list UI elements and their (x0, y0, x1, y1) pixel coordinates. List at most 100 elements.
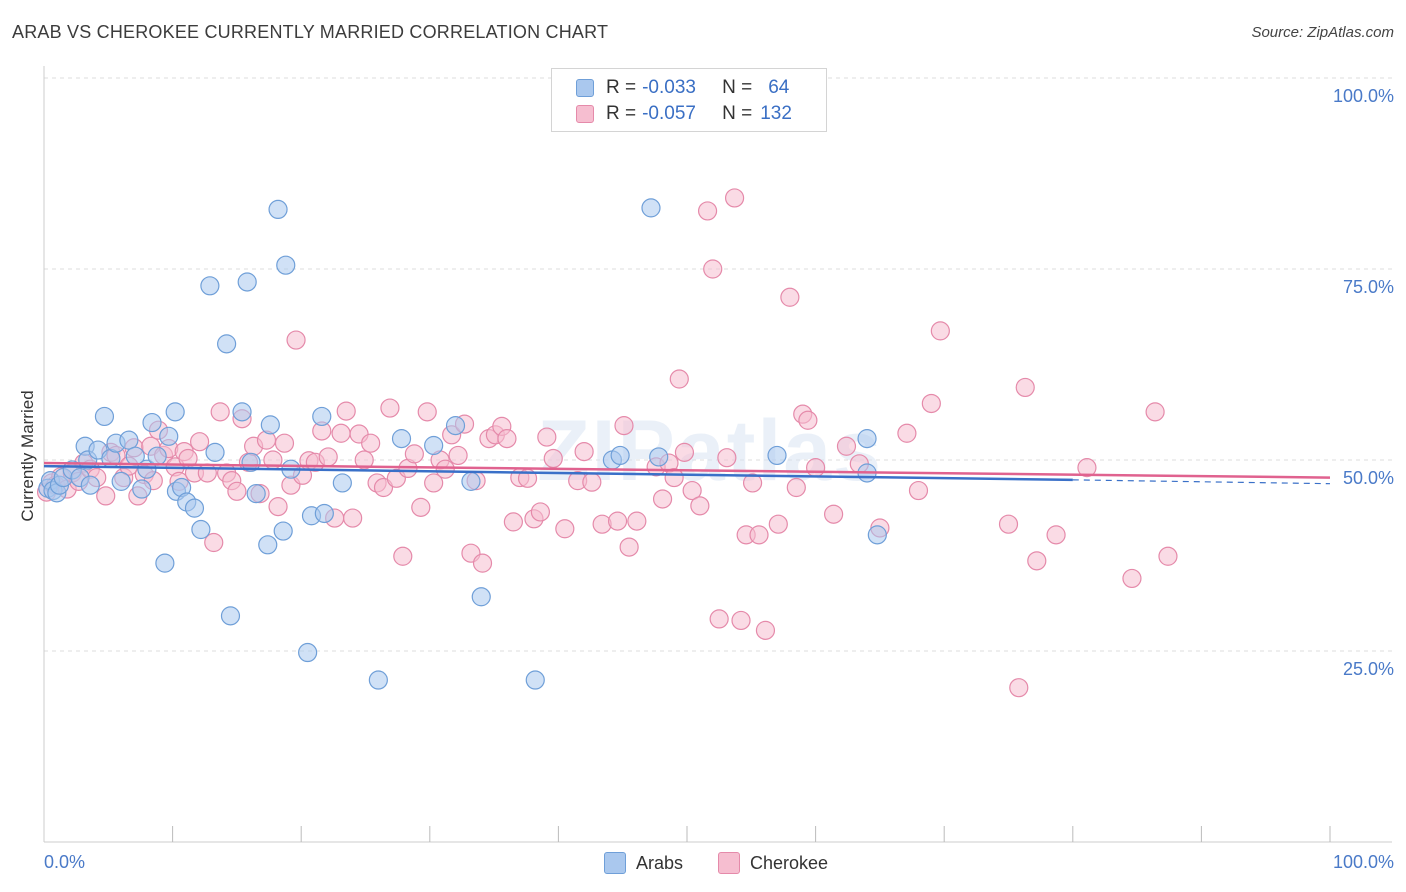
cherokee-point (724, 188, 745, 208)
arabs-point (260, 415, 280, 435)
arabs-point (258, 535, 278, 555)
cherokee-point (669, 369, 689, 389)
cherokee-point (472, 553, 493, 573)
cherokee-point (331, 423, 351, 443)
axes (43, 66, 1392, 843)
arabs-point (471, 587, 491, 607)
arabs-point (237, 272, 257, 292)
chart-title: ARAB VS CHEROKEE CURRENTLY MARRIED CORRE… (12, 22, 609, 42)
cherokee-point (197, 463, 217, 483)
arabs-point (80, 475, 100, 495)
arabs-legend-label: Arabs (636, 852, 684, 873)
cherokee-point (286, 330, 306, 350)
arabs-point (205, 442, 225, 462)
y-tick-75: 75.0% (1342, 277, 1394, 297)
arabs-point (246, 484, 266, 504)
cherokee-point (697, 201, 718, 221)
cherokee-point (411, 497, 431, 517)
cherokee-point (780, 287, 800, 307)
bottom-legend-cherokee[interactable]: Cherokee (718, 852, 828, 874)
cherokee-point (393, 546, 413, 566)
arabs-point (142, 412, 162, 433)
cherokee-point (755, 620, 776, 640)
cherokee-point (1046, 525, 1066, 545)
cherokee-point (627, 511, 647, 531)
arabs-point (332, 473, 352, 493)
cherokee-point (1009, 678, 1029, 698)
arabs-point (610, 445, 630, 466)
cherokee-point (448, 445, 468, 466)
cherokee-point (731, 610, 751, 631)
source-credit: Source: ZipAtlas.com (1251, 24, 1394, 41)
arabs-point (191, 519, 211, 540)
stats-legend: R = -0.033 N = 64 R = -0.057 N = 132 (551, 68, 827, 132)
cherokee-trend-line (43, 461, 1331, 479)
cherokee-point (674, 442, 695, 462)
cherokee-point (497, 429, 517, 449)
arabs-point (312, 406, 332, 427)
arabs-point (767, 445, 787, 466)
trend-lines (43, 461, 1331, 485)
cherokee-point (435, 459, 455, 479)
cherokee-point (607, 511, 628, 531)
cherokee-point (664, 467, 684, 488)
arabs-point (147, 446, 167, 466)
n-value-cherokee: 132 (760, 103, 792, 124)
arabs-point (268, 199, 288, 220)
r-label: R = (606, 77, 637, 98)
cherokee-point (354, 450, 374, 470)
arabs-point (241, 452, 261, 472)
arabs-point (119, 430, 139, 450)
arabs-trend-line (43, 464, 1073, 482)
cherokee-point (1015, 377, 1035, 398)
arabs-point (220, 606, 241, 626)
arabs-point (276, 255, 296, 275)
r-label: R = (606, 103, 637, 124)
arabs-point (525, 670, 545, 690)
cherokee-point (703, 259, 723, 279)
cherokee-point (361, 433, 381, 453)
cherokee-point (619, 537, 639, 557)
cherokee-point (424, 473, 444, 493)
cherokee-point (204, 532, 224, 553)
cherokee-point (227, 481, 247, 501)
r-value-cherokee: -0.057 (642, 103, 696, 124)
arabs-point (165, 402, 185, 422)
cherokee-point (921, 393, 941, 414)
cherokee-point (798, 410, 818, 430)
cherokee-point (343, 508, 363, 528)
cherokee-point (404, 444, 424, 464)
arabs-point (368, 670, 388, 690)
cherokee-point (897, 423, 917, 443)
n-value-arabs: 64 (768, 77, 790, 98)
cherokee-point (614, 416, 634, 436)
cherokee-point (210, 402, 230, 422)
cherokee-point (709, 609, 729, 629)
cherokee-point (717, 448, 737, 468)
arabs-point (184, 498, 205, 518)
cherokee-point (768, 514, 788, 534)
y-tick-25: 25.0% (1342, 659, 1394, 679)
arabs-point (391, 429, 412, 449)
cherokee-point (503, 512, 523, 532)
cherokee-point (530, 502, 550, 522)
cherokee-point (1122, 568, 1142, 589)
arabs-point (445, 416, 466, 436)
arabs-point (132, 479, 152, 499)
arabs-point (314, 503, 334, 524)
cherokee-point (592, 514, 612, 534)
cherokee-point (652, 489, 673, 509)
arabs-point (200, 276, 220, 296)
bottom-legend-arabs[interactable]: Arabs (604, 852, 683, 874)
arabs-points (38, 198, 887, 690)
cherokee-point (543, 448, 563, 469)
arabs-point (232, 402, 252, 422)
cherokee-point (555, 519, 575, 539)
arabs-point (111, 471, 131, 491)
arabs-swatch-icon (576, 79, 594, 97)
arabs-point (867, 525, 887, 545)
x-tick-0: 0.0% (44, 852, 86, 872)
arabs-point (641, 198, 661, 218)
cherokee-point (318, 447, 338, 467)
